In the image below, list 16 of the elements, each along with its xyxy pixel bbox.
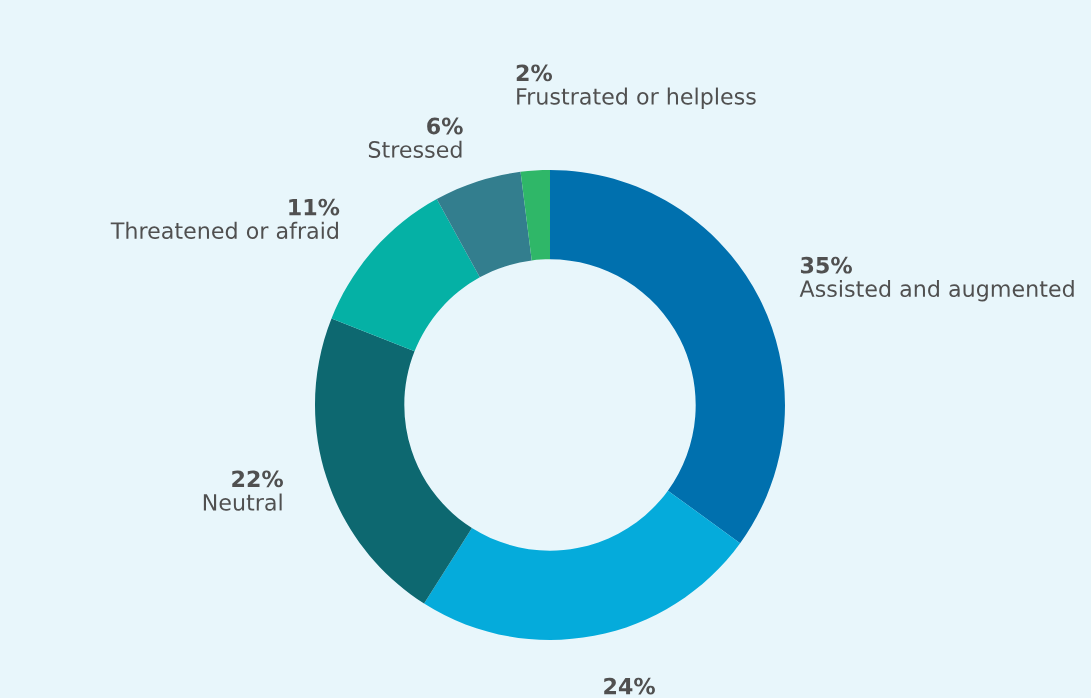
data-label: 22% bbox=[232, 470, 283, 488]
donut-slice bbox=[436, 171, 532, 278]
slice-label: Frustrated or helpless bbox=[517, 87, 756, 110]
donut-slice bbox=[424, 490, 741, 640]
data-label: 24% bbox=[604, 677, 655, 695]
slice-label: Assisted and augmented bbox=[799, 279, 1074, 302]
donut-slice bbox=[520, 170, 550, 261]
data-label: 35% bbox=[800, 256, 852, 274]
data-label: 11% bbox=[289, 198, 340, 216]
slice-label: Threatened or afraid bbox=[110, 221, 338, 240]
slice-label: Neutral bbox=[203, 493, 282, 511]
data-label: 6% bbox=[427, 117, 463, 135]
slice-label: Stressed bbox=[368, 140, 462, 158]
donut-slice bbox=[315, 318, 472, 604]
donut-slice bbox=[550, 170, 785, 544]
data-label: 2% bbox=[516, 64, 553, 82]
